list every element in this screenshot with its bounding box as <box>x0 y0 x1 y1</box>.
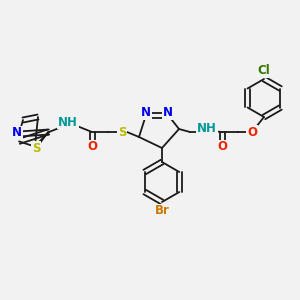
Text: N: N <box>58 113 68 127</box>
Text: S: S <box>32 142 40 154</box>
Text: Cl: Cl <box>258 64 270 77</box>
Text: NH: NH <box>197 122 217 134</box>
Text: NH: NH <box>58 116 78 128</box>
Text: S: S <box>118 125 126 139</box>
Text: N: N <box>163 106 173 119</box>
Text: N: N <box>12 127 22 140</box>
Text: O: O <box>87 140 97 154</box>
Text: O: O <box>217 140 227 154</box>
Text: H: H <box>64 121 72 131</box>
Text: O: O <box>247 125 257 139</box>
Text: N: N <box>141 106 151 119</box>
Text: Br: Br <box>154 205 169 218</box>
